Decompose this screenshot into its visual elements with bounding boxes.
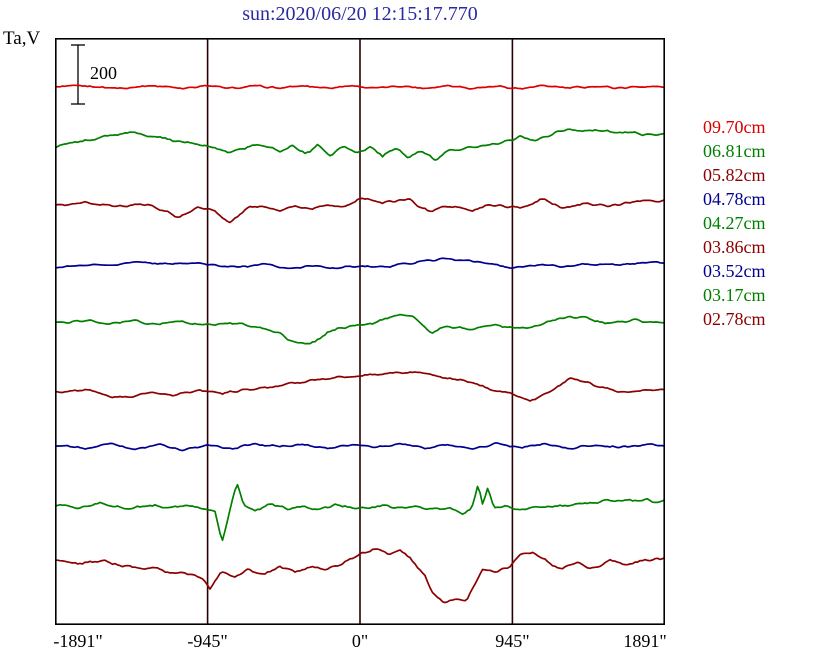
legend-item-03.86cm: 03.86cm <box>703 237 766 257</box>
trace-03.17cm <box>55 483 665 542</box>
x-tick-945: 945" <box>495 631 530 651</box>
trace-02.78cm <box>55 548 665 604</box>
x-tick-1891: 1891" <box>623 631 667 651</box>
legend-item-04.27cm: 04.27cm <box>703 213 766 233</box>
legend-item-05.82cm: 05.82cm <box>703 165 766 185</box>
x-tick-0: 0" <box>351 631 369 651</box>
legend: 09.70cm 06.81cm 05.82cm 04.78cm 04.27cm 03.86… <box>703 115 766 331</box>
trace-03.52cm <box>55 442 665 452</box>
legend-item-06.81cm: 06.81cm <box>703 141 766 161</box>
trace-04.27cm <box>55 313 665 345</box>
plot-canvas: 200 <box>55 38 665 625</box>
trace-04.78cm <box>55 257 665 270</box>
plot-area: 200 <box>55 38 665 625</box>
y-axis-label: Ta,V <box>3 28 41 49</box>
x-axis: -1891" -945" 0" 945" 1891" <box>0 631 813 653</box>
scalebar-value: 200 <box>90 63 117 83</box>
x-tick--1891: -1891" <box>53 631 103 651</box>
legend-item-03.52cm: 03.52cm <box>703 261 766 281</box>
trace-09.70cm <box>55 84 665 90</box>
x-tick--945: -945" <box>187 631 228 651</box>
plot-border <box>55 38 665 625</box>
legend-item-02.78cm: 02.78cm <box>703 309 766 329</box>
scan-title: sun:2020/06/20 12:15:17.770 <box>242 3 478 25</box>
legend-item-09.70cm: 09.70cm <box>703 117 766 137</box>
trace-06.81cm <box>55 128 665 161</box>
trace-05.82cm <box>55 197 665 224</box>
legend-item-03.17cm: 03.17cm <box>703 285 766 305</box>
trace-03.86cm <box>55 371 665 402</box>
legend-item-04.78cm: 04.78cm <box>703 189 766 209</box>
